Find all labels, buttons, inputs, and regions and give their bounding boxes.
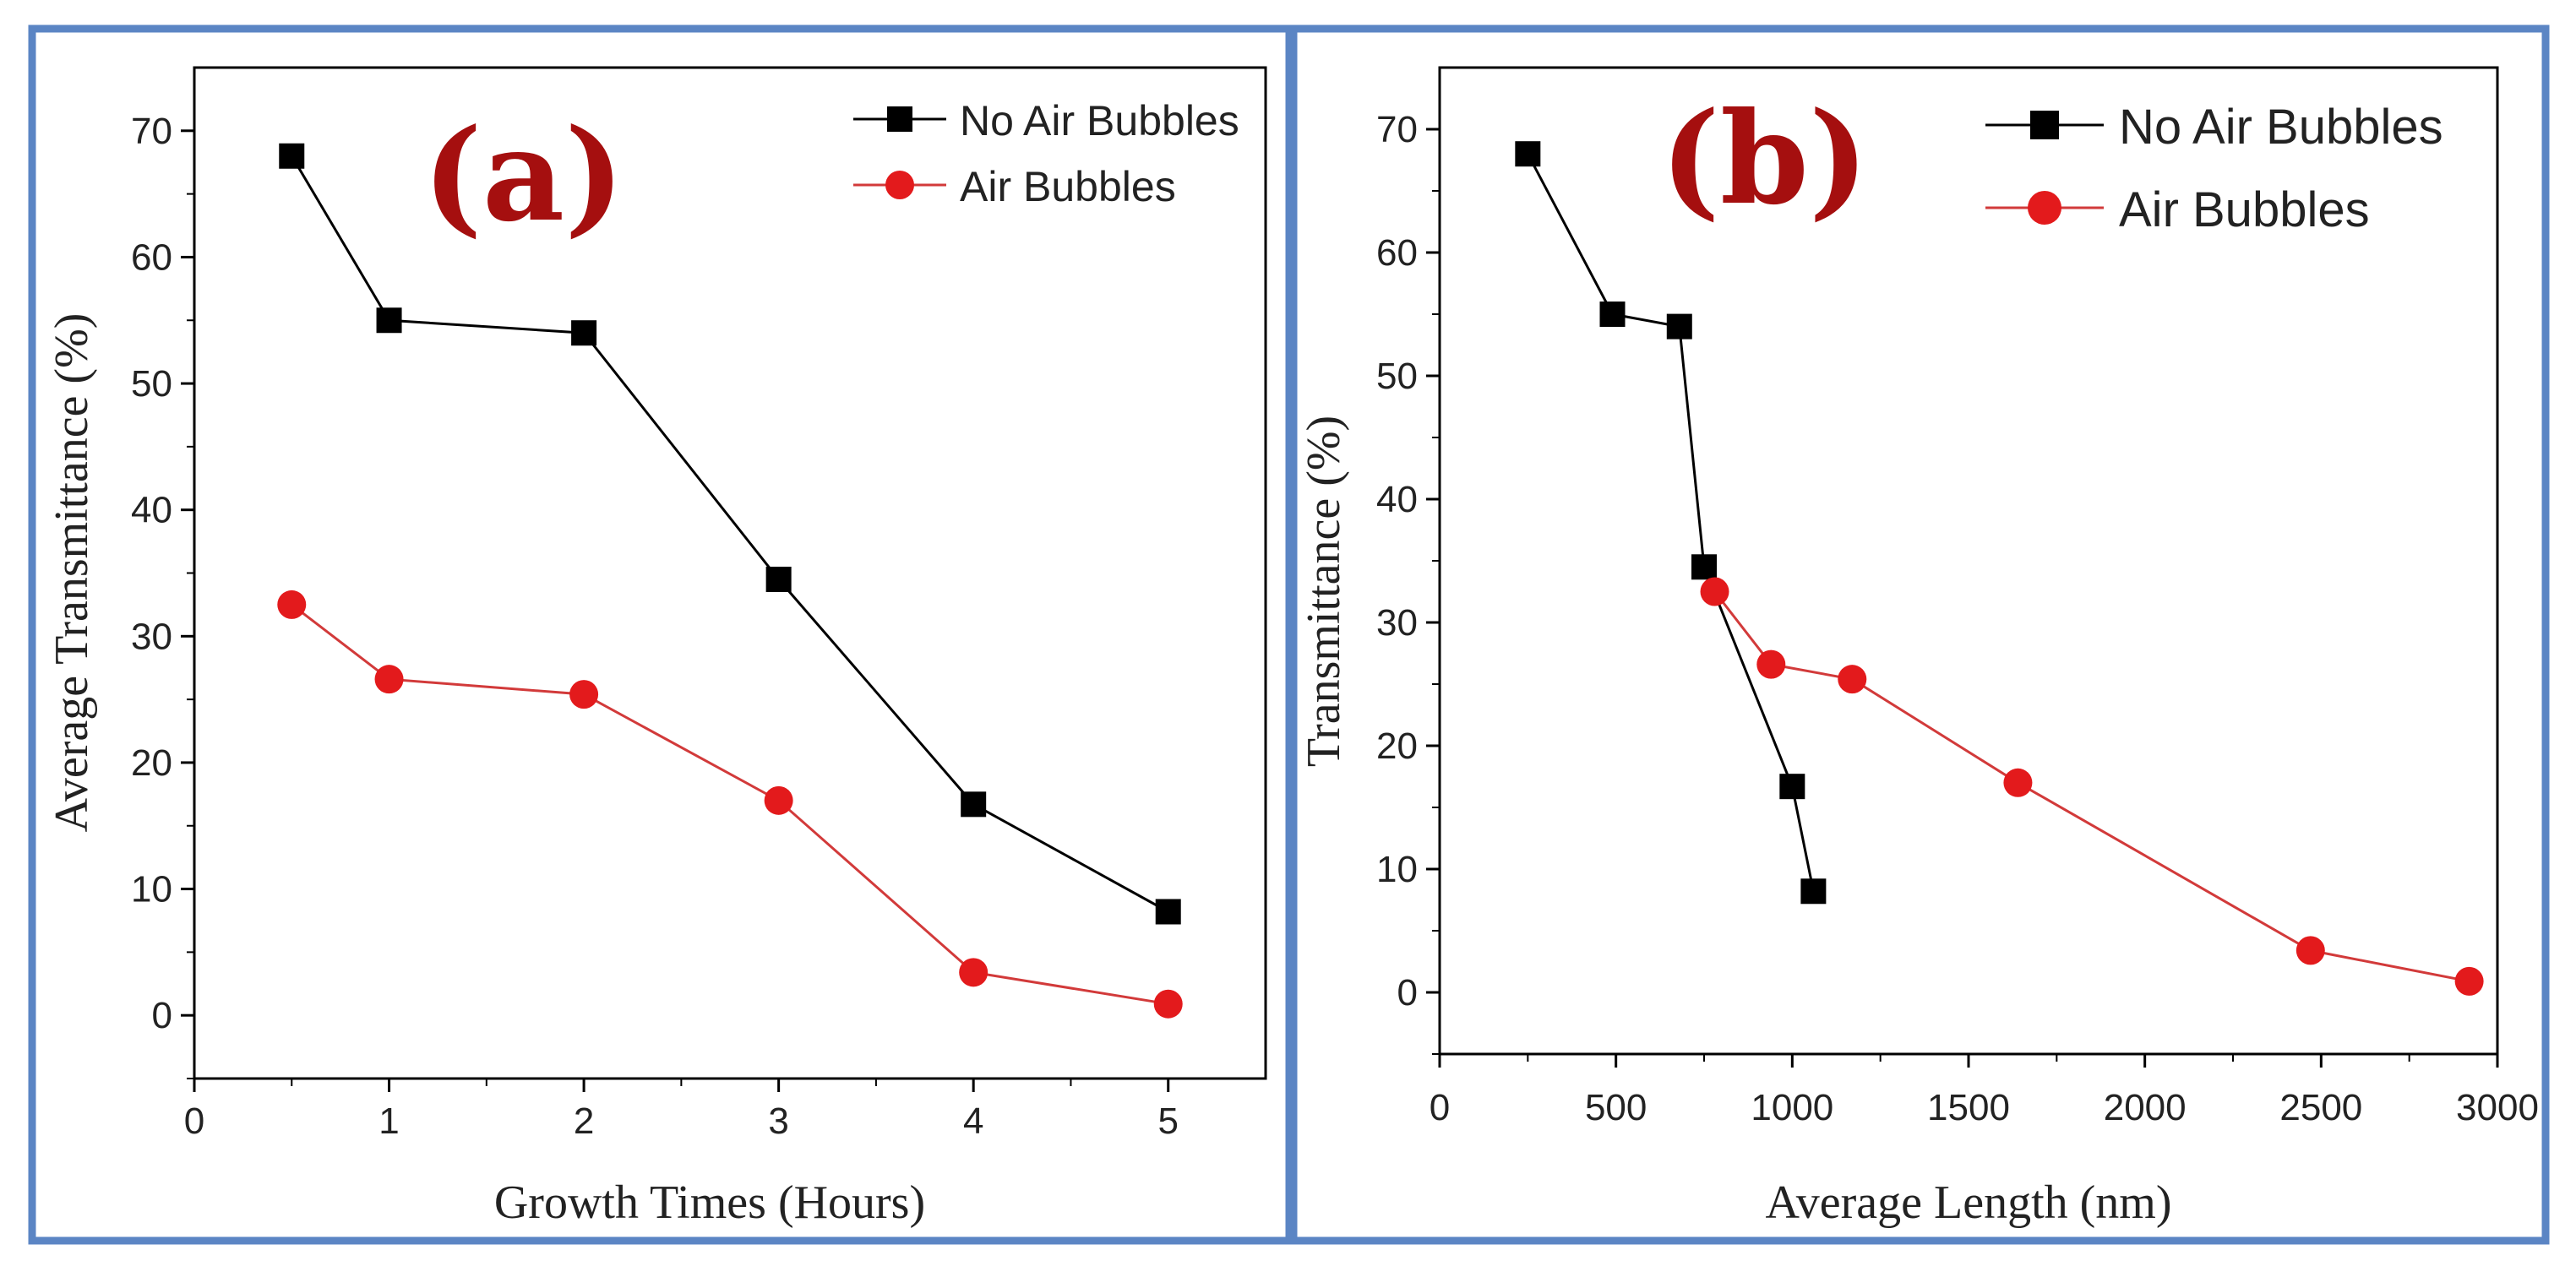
- series-line-no-air-bubbles-a: [291, 155, 1169, 913]
- panel-b: 0 500 1000 1500 2000 2500 3000010203040506070 …: [1298, 66, 2539, 1229]
- x-tick-label-a: 0: [184, 1100, 204, 1142]
- y-tick-label-b: 40: [1376, 479, 1418, 520]
- legend-b: No Air Bubbles Air Bubbles: [1985, 100, 2443, 237]
- legend-marker-black-a: [887, 106, 912, 132]
- legend-marker-red-a: [885, 171, 914, 199]
- data-point-air-bubbles-b: [1756, 649, 1786, 679]
- x-tick-label-a: 2: [574, 1100, 594, 1142]
- data-point-no-air-bubbles-a: [279, 143, 305, 169]
- y-tick-label-a: 10: [131, 869, 172, 910]
- data-point-air-bubbles-b: [1838, 665, 1867, 694]
- data-point-no-air-bubbles-b: [1779, 774, 1805, 800]
- legend-label-red-a: Air Bubbles: [960, 163, 1176, 210]
- plot-area-a: [193, 66, 1267, 1080]
- y-tick-label-a: 60: [131, 236, 172, 278]
- y-tick-label-b: 50: [1376, 356, 1418, 397]
- data-point-no-air-bubbles-a: [571, 320, 597, 346]
- data-point-no-air-bubbles-a: [1155, 899, 1181, 925]
- y-tick-label-a: 30: [131, 616, 172, 657]
- legend-label-black-b: No Air Bubbles: [2119, 100, 2443, 155]
- y-tick-label-b: 30: [1376, 602, 1418, 644]
- x-tick-label-b: 2000: [2104, 1087, 2187, 1128]
- data-point-no-air-bubbles-a: [765, 566, 792, 592]
- x-tick-label-a: 3: [768, 1100, 788, 1142]
- y-tick-label-b: 60: [1376, 232, 1418, 274]
- legend-label-red-b: Air Bubbles: [2119, 182, 2370, 237]
- y-axis-label-b: Transmittance (%): [1298, 416, 1350, 767]
- data-point-air-bubbles-b: [1700, 577, 1729, 606]
- y-tick-label-a: 40: [131, 490, 172, 531]
- y-tick-label-b: 20: [1376, 725, 1418, 767]
- panel-label-a: (a): [422, 101, 624, 250]
- y-tick-label-b: 10: [1376, 849, 1418, 890]
- data-point-air-bubbles-b: [2454, 966, 2484, 996]
- x-tick-label-a: 1: [379, 1100, 399, 1142]
- x-tick-label-b: 1500: [1927, 1087, 2010, 1128]
- data-point-air-bubbles-a: [569, 680, 599, 709]
- data-point-air-bubbles-a: [374, 665, 404, 694]
- y-tick-label-b: 0: [1397, 972, 1418, 1013]
- x-tick-label-b: 1000: [1751, 1087, 1833, 1128]
- data-point-air-bubbles-b: [2003, 768, 2033, 797]
- y-tick-label-a: 50: [131, 363, 172, 405]
- legend-marker-black-b: [2030, 111, 2059, 139]
- x-axis-label-b: Average Length (nm): [1766, 1176, 2172, 1229]
- panel-label-b: (b): [1660, 84, 1869, 233]
- panel-a-frame: [28, 24, 1293, 1245]
- series-line-air-bubbles-a: [291, 603, 1168, 1006]
- y-axis-label-a: Average Transmittance (%): [46, 313, 98, 833]
- y-tick-label-a: 70: [131, 111, 172, 152]
- data-point-no-air-bubbles-b: [1599, 302, 1626, 327]
- legend-a: No Air Bubbles Air Bubbles: [853, 97, 1239, 210]
- series-line-air-bubbles-b: [1713, 590, 2470, 983]
- x-tick-label-a: 4: [963, 1100, 983, 1142]
- data-point-air-bubbles-a: [764, 785, 793, 815]
- x-tick-label-b: 3000: [2456, 1087, 2539, 1128]
- x-tick-label-b: 500: [1585, 1087, 1647, 1128]
- data-point-air-bubbles-a: [277, 590, 307, 619]
- legend-marker-red-b: [2028, 191, 2061, 225]
- data-point-no-air-bubbles-b: [1666, 313, 1692, 340]
- data-point-air-bubbles-b: [2296, 936, 2325, 965]
- legend-label-black-a: No Air Bubbles: [960, 97, 1239, 144]
- series-line-no-air-bubbles-b: [1526, 153, 1815, 892]
- y-tick-label-a: 20: [131, 742, 172, 784]
- x-tick-label-a: 5: [1157, 1100, 1178, 1142]
- data-point-air-bubbles-a: [1153, 989, 1183, 1019]
- y-tick-label-a: 0: [152, 995, 172, 1036]
- data-point-air-bubbles-a: [959, 958, 988, 987]
- y-tick-label-b: 70: [1376, 109, 1418, 150]
- data-point-no-air-bubbles-a: [961, 791, 987, 818]
- x-tick-label-b: 2500: [2279, 1087, 2362, 1128]
- data-point-no-air-bubbles-a: [376, 307, 402, 334]
- data-point-no-air-bubbles-b: [1691, 554, 1717, 580]
- x-tick-label-b: 0: [1430, 1087, 1450, 1128]
- data-point-no-air-bubbles-b: [1800, 878, 1827, 905]
- x-axis-label-a: Growth Times (Hours): [494, 1176, 925, 1229]
- panel-b-frame: [1289, 24, 2550, 1245]
- data-point-no-air-bubbles-b: [1515, 141, 1541, 167]
